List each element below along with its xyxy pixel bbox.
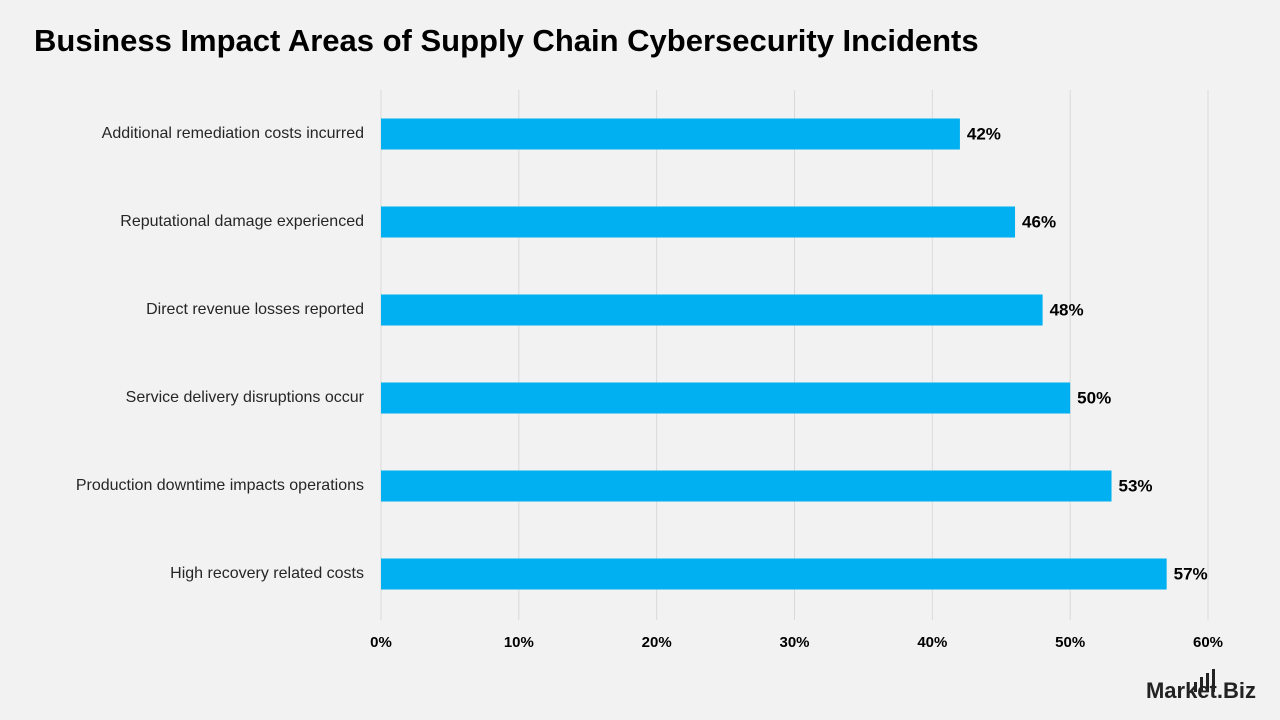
grid [380,90,1209,620]
bar [381,294,1043,326]
bar [381,558,1167,590]
chart-title: Business Impact Areas of Supply Chain Cy… [34,23,979,58]
x-tick-label: 40% [917,634,947,651]
x-tick-label: 20% [642,634,672,651]
value-label: 42% [967,124,1001,143]
category-label: High recovery related costs [170,565,364,582]
logo-icon [1206,673,1209,692]
x-tick-label: 10% [504,634,534,651]
value-label: 46% [1022,212,1056,231]
value-label: 53% [1119,476,1153,495]
value-label: 48% [1050,300,1084,319]
x-tick-label: 0% [370,634,392,651]
logo-icon [1200,677,1203,692]
logo-icon [1212,669,1215,692]
x-tick-label: 30% [779,634,809,651]
logo-icon [1194,682,1197,692]
bar [381,382,1071,414]
x-tick-label: 50% [1055,634,1085,651]
value-label: 50% [1077,388,1111,407]
logo: Market.Biz [1146,669,1256,703]
bar [381,206,1016,238]
value-label: 57% [1174,564,1208,583]
bar [381,118,960,150]
x-tick-label: 60% [1193,634,1223,651]
category-label: Additional remediation costs incurred [102,125,364,142]
category-label: Direct revenue losses reported [146,301,364,318]
category-label: Service delivery disruptions occur [126,389,365,406]
category-label: Reputational damage experienced [120,213,364,230]
bar [381,470,1112,502]
category-label: Production downtime impacts operations [76,477,364,494]
brand-name: Market.Biz [1146,678,1256,703]
